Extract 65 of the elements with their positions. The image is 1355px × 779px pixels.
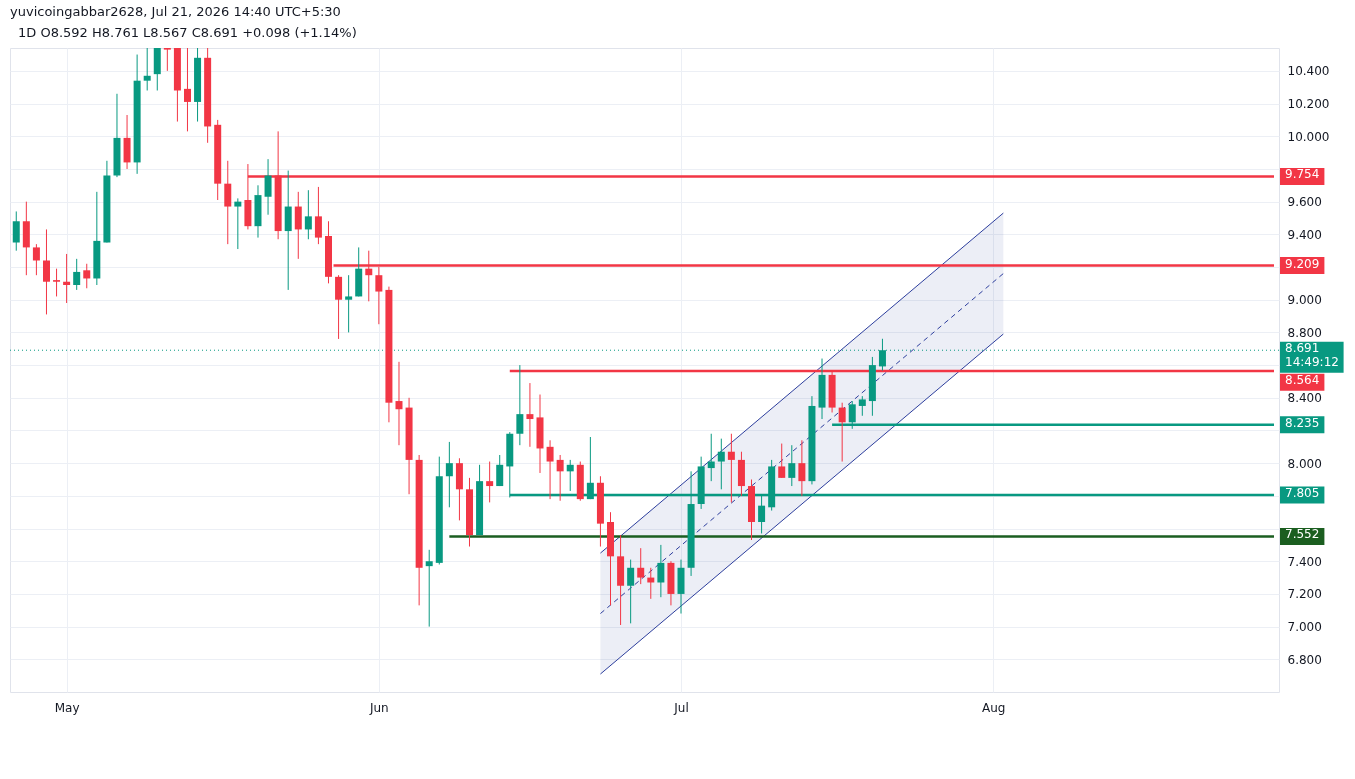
candlestick [163,48,171,72]
candlestick [546,439,554,500]
y-tick-label: 7.000 [1287,620,1322,635]
candlestick [304,189,312,240]
data-label: 7.552 [1285,527,1320,542]
candlestick [345,274,353,333]
candlestick [788,444,796,487]
candlestick [425,549,433,628]
y-tick-label: 8.400 [1287,391,1322,406]
candlestick [707,433,715,482]
y-tick-label: 10.000 [1287,129,1330,144]
candlestick [627,559,635,624]
candlestick [143,48,151,91]
candlestick [314,186,322,245]
ref-line-label: 8.691 14:49:12 [1285,341,1339,370]
x-tick-label: May [54,700,80,715]
candlestick [486,461,494,503]
candlestick [556,454,564,502]
candlestick [335,274,343,340]
candlestick [516,364,524,446]
candlestick [234,197,242,250]
candlestick [264,158,272,216]
candlestick [83,263,91,289]
candlestick [637,547,645,585]
y-tick-label: 9.600 [1287,195,1322,210]
data-label: 8.235 [1285,415,1320,430]
candlestick [496,454,504,487]
y-tick-label: 8.000 [1287,456,1322,471]
candlestick [566,459,574,492]
candlestick [526,382,534,448]
y-tick-label: 8.800 [1287,325,1322,340]
candlestick [778,443,786,479]
candlestick [395,361,403,446]
candlestick [727,433,735,503]
y-tick-label: 6.800 [1287,652,1322,667]
y-tick-label: 7.200 [1287,587,1322,602]
data-label: 7.805 [1285,486,1320,501]
y-tick-label: 10.200 [1287,97,1330,112]
x-tick-label: Jun [368,700,389,715]
candlestick [42,228,50,315]
data-label: 9.754 [1285,167,1320,182]
candlestick [445,441,453,508]
candlestick [717,438,725,490]
candlestick [73,258,81,291]
candlestick [657,544,665,598]
candlestick [858,395,866,417]
y-tick-label: 9.400 [1287,227,1322,242]
candlestick [53,268,61,297]
candlestick [224,160,232,245]
candlestick [63,253,71,304]
y-tick-label: 9.000 [1287,293,1322,308]
candlestick [12,210,20,252]
data-label: 9.209 [1285,256,1320,271]
y-tick-label: 7.400 [1287,554,1322,569]
candlestick [183,48,191,132]
candlestick [294,191,302,260]
chart-title: 1D O8.592 H8.761 L8.567 C8.691 +0.098 (+1.14%) [18,25,357,40]
data-label: 8.564 [1285,373,1320,388]
candlestick [798,439,806,497]
text: yuvicoingabbar2628, Jul 21, 2026 14:40 UTC+5:30 [10,4,341,19]
candlestick [32,243,40,276]
x-tick-label: Jul [673,700,689,715]
candlestick [838,402,846,463]
y-tick-label: 10.400 [1287,64,1330,79]
x-tick-label: Aug [982,700,1006,715]
